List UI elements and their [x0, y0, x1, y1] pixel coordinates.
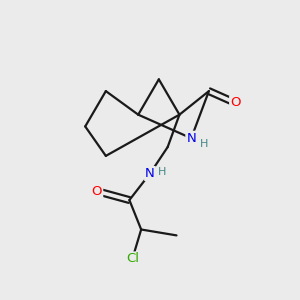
Text: N: N: [186, 132, 196, 145]
Text: N: N: [145, 167, 155, 180]
Text: O: O: [92, 185, 102, 198]
Text: H: H: [158, 167, 166, 177]
Text: O: O: [230, 96, 241, 110]
Text: Cl: Cl: [126, 252, 139, 266]
Text: H: H: [200, 139, 208, 148]
